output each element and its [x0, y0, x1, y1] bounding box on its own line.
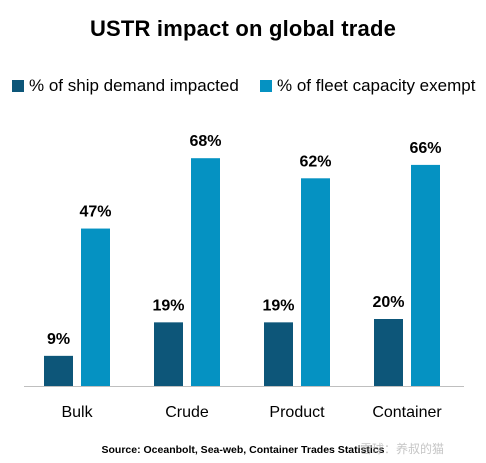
data-label-product-series-2: 62%: [299, 153, 331, 170]
category-label-container: Container: [372, 404, 442, 421]
bar-bulk-series-2: [81, 228, 110, 386]
data-label-bulk-series-1: 9%: [47, 331, 70, 348]
legend-label-capacity-exempt: % of fleet capacity exempt: [277, 76, 476, 95]
bar-crude-series-1: [154, 322, 183, 386]
bar-product-series-2: [301, 178, 330, 386]
legend-label-demand-impacted: % of ship demand impacted: [29, 76, 239, 95]
chart-title: USTR impact on global trade: [89, 16, 397, 41]
category-label-crude: Crude: [165, 404, 209, 421]
bar-container-series-2: [411, 164, 440, 386]
bar-container-series-1: [374, 319, 403, 386]
data-label-crude-series-2: 68%: [189, 133, 221, 150]
bar-bulk-series-1: [44, 355, 73, 386]
category-label-product: Product: [269, 404, 325, 421]
bar-product-series-1: [264, 322, 293, 386]
data-label-crude-series-1: 19%: [152, 297, 184, 314]
data-label-product-series-1: 19%: [262, 297, 294, 314]
category-label-bulk: Bulk: [61, 404, 93, 421]
legend-swatch-demand-impacted: [12, 80, 24, 92]
source-note: Source: Oceanbolt, Sea-web, Container Tr…: [101, 444, 385, 456]
data-label-container-series-2: 66%: [409, 140, 441, 157]
data-label-container-series-1: 20%: [372, 294, 404, 311]
bar-crude-series-2: [191, 158, 220, 386]
watermark-text: 雪球：养叔的猫: [360, 442, 445, 456]
legend-swatch-capacity-exempt: [260, 80, 272, 92]
data-label-bulk-series-2: 47%: [79, 204, 111, 221]
